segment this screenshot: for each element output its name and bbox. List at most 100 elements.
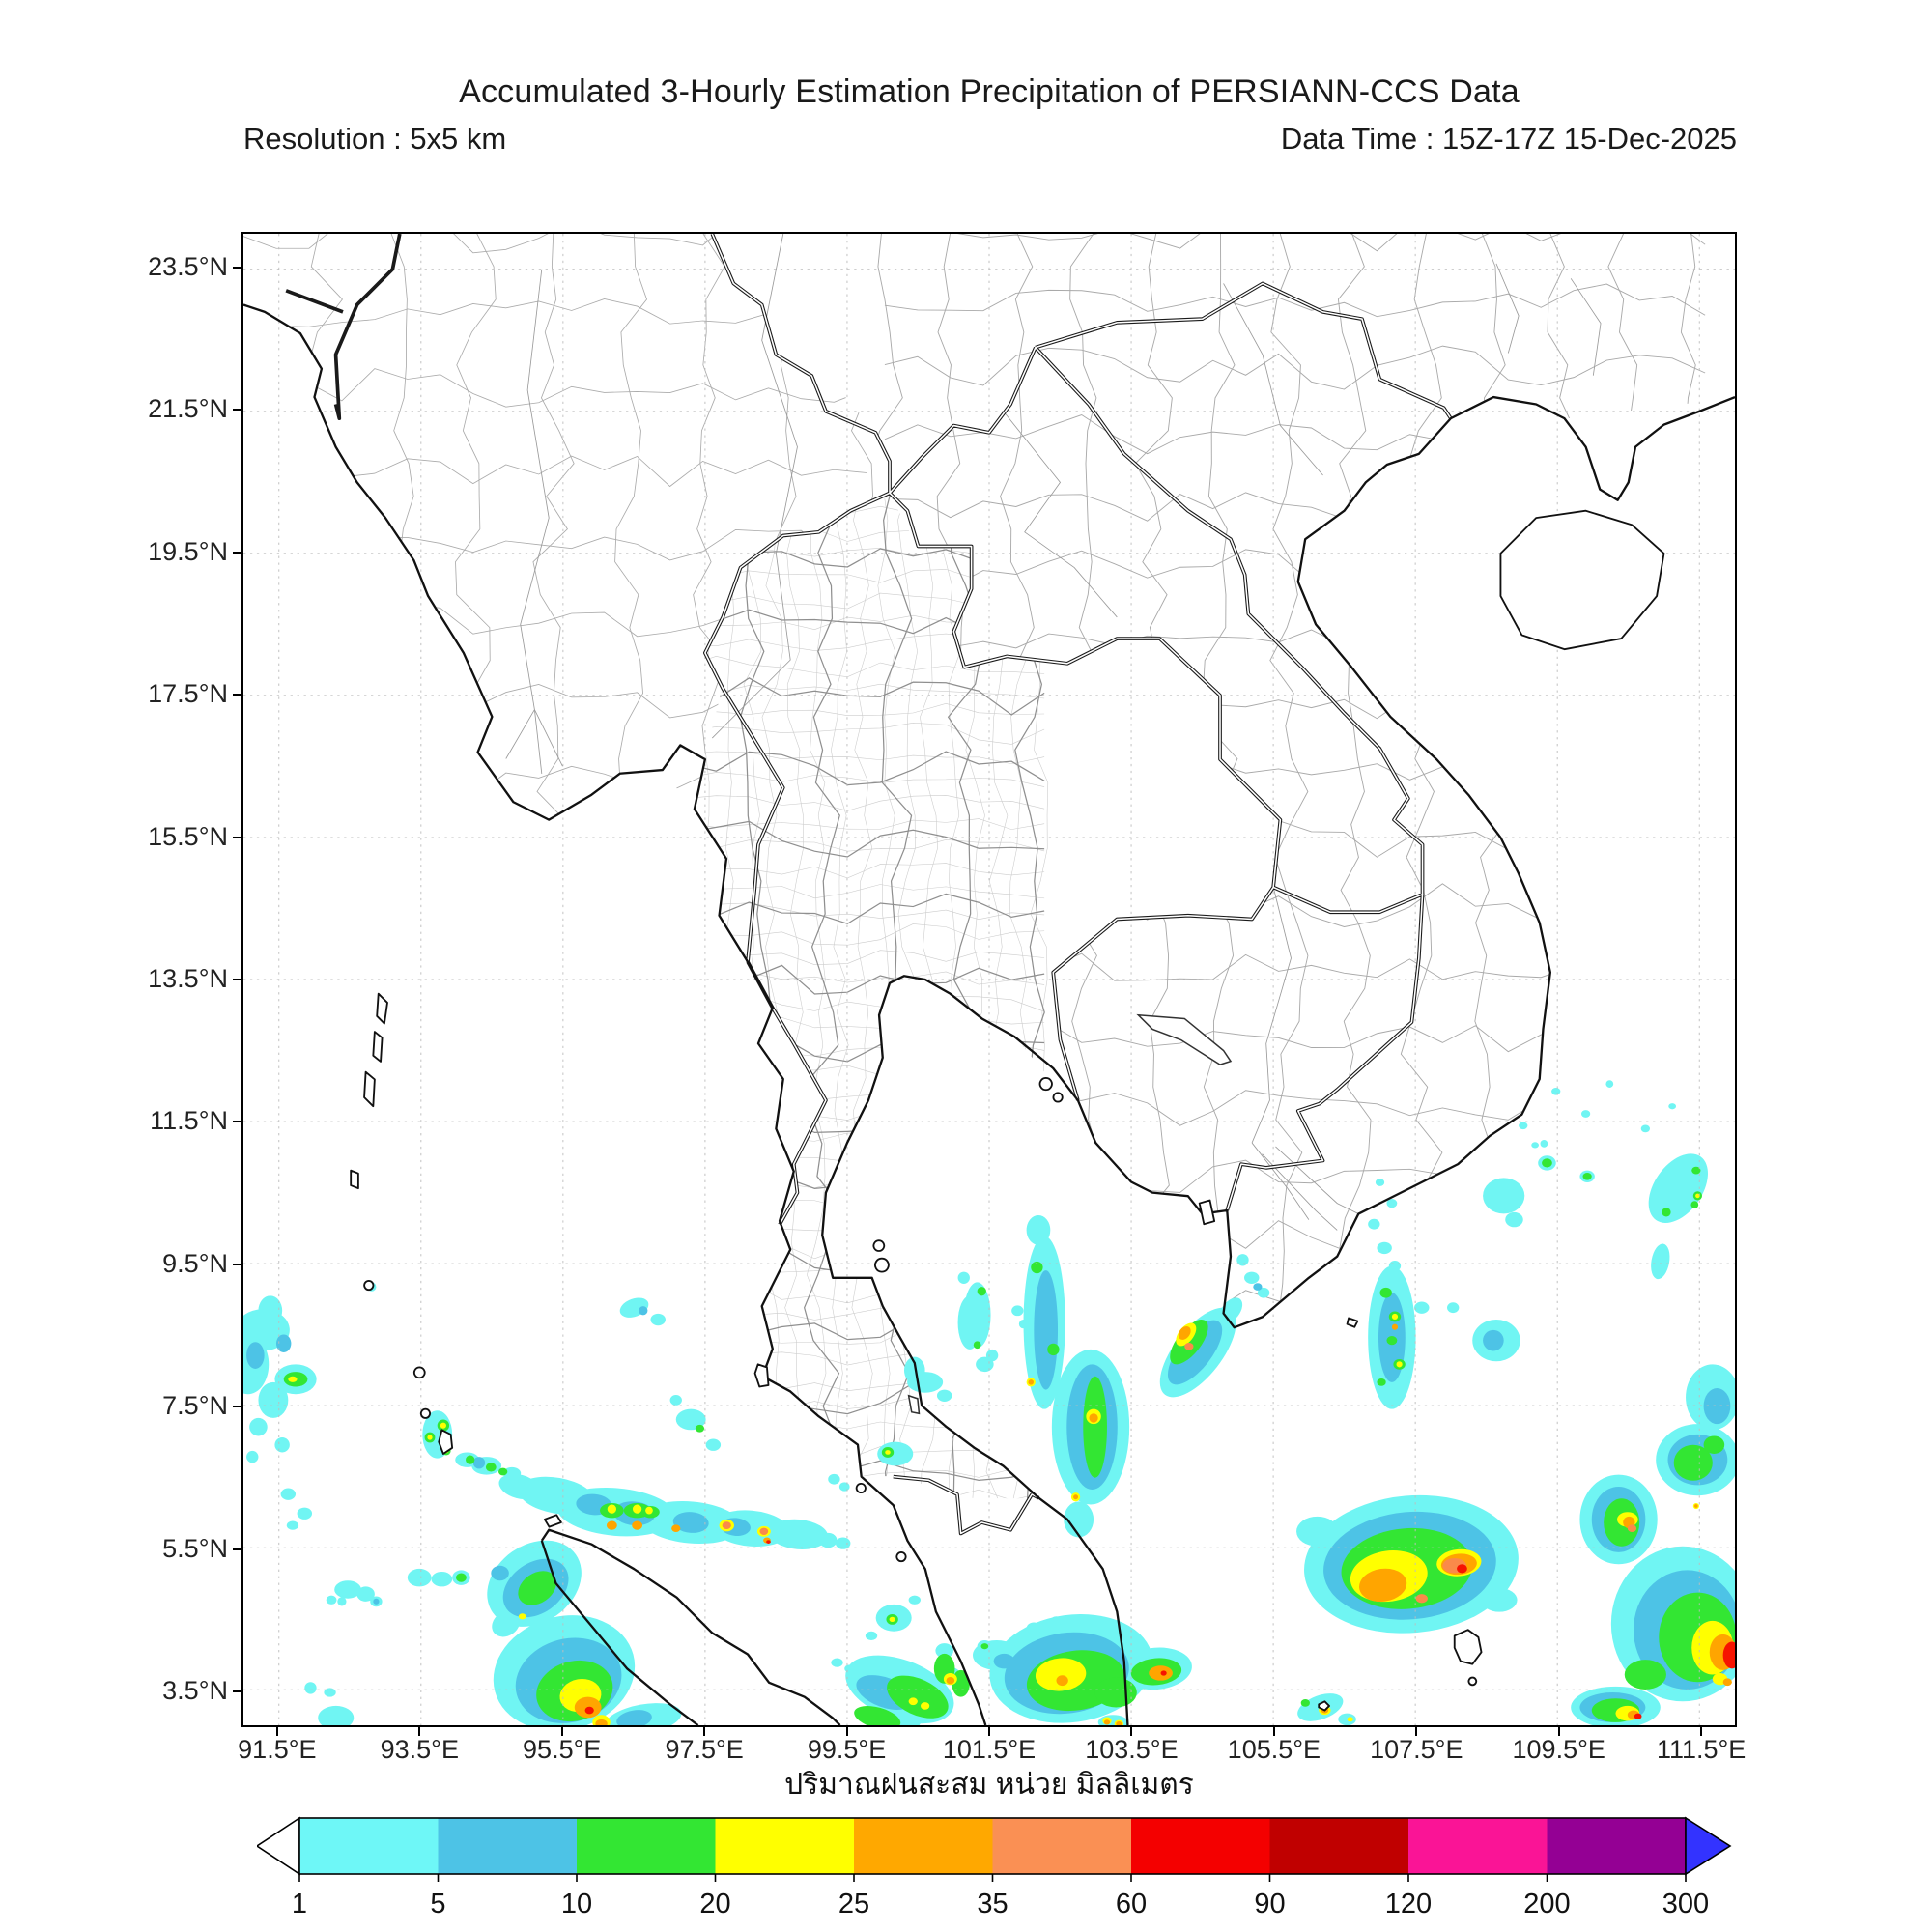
lon-tick-mark: [988, 1727, 990, 1736]
precip-cell: [766, 1540, 771, 1544]
lon-tick-mark: [1700, 1727, 1703, 1736]
precip-cell: [1391, 1313, 1399, 1321]
precip-cell: [885, 1450, 891, 1455]
precipitation-layer: [243, 1080, 1735, 1725]
colorbar-caption-thai: ปริมาณฝนสะสม หน่วย มิลลิเมตร: [784, 1769, 1194, 1801]
precip-cell: [1083, 1376, 1107, 1478]
lat-tick-label: 11.5°N: [150, 1106, 228, 1136]
precip-cell: [946, 1676, 955, 1685]
precip-cell: [1375, 1179, 1385, 1186]
precip-cell: [669, 1395, 682, 1406]
precip-cell: [854, 1706, 901, 1725]
precip-cell: [1050, 1616, 1063, 1626]
lat-tick-label: 15.5°N: [148, 821, 228, 851]
precip-cell: [903, 1356, 925, 1384]
lon-tick-label: 95.5°E: [523, 1735, 602, 1764]
precip-cell: [1668, 1103, 1677, 1110]
lat-tick-label: 13.5°N: [148, 964, 228, 993]
coastline: [243, 303, 1735, 1725]
lat-tick-mark: [233, 694, 242, 696]
precip-cell: [1296, 1516, 1339, 1547]
lat-tick-label: 7.5°N: [162, 1391, 228, 1421]
colorbar-level-label: 10: [561, 1889, 592, 1919]
precip-cell: [1505, 1211, 1523, 1228]
precip-cell: [1447, 1302, 1460, 1314]
precip-cell: [595, 1719, 608, 1725]
precip-cell: [518, 1571, 556, 1605]
precip-cell: [1388, 1261, 1402, 1271]
precip-cell: [304, 1682, 317, 1694]
precip-cell: [337, 1597, 347, 1606]
precip-cell: [258, 1381, 289, 1418]
precip-cell: [973, 1341, 981, 1350]
colorbar-level-label: 120: [1385, 1889, 1432, 1919]
lon-tick-label: 111.5°E: [1656, 1735, 1747, 1764]
precip-cell: [980, 1643, 989, 1650]
lon-tick-label: 99.5°E: [807, 1735, 887, 1764]
colorbar-segment: [299, 1818, 439, 1874]
precip-cell: [326, 1595, 337, 1605]
precip-cell: [1540, 1139, 1548, 1148]
precip-cell: [1640, 1124, 1650, 1133]
lon-tick-mark: [1415, 1727, 1418, 1736]
precip-cell: [1694, 1504, 1698, 1508]
precip-cell: [1031, 1261, 1043, 1274]
precip-cell: [1531, 1142, 1539, 1149]
precip-cell: [1377, 1378, 1386, 1386]
lat-tick-mark: [233, 979, 242, 980]
precip-cell: [492, 1610, 521, 1637]
colorbar-segment: [438, 1818, 577, 1874]
country-borders-inner: [704, 234, 1452, 1535]
precip-cell: [632, 1520, 643, 1530]
precip-cell: [1347, 1717, 1353, 1722]
precip-cell: [606, 1520, 617, 1530]
colorbar-level-label: 5: [430, 1889, 445, 1919]
map-plot-area: [242, 232, 1737, 1727]
precip-cell: [1651, 1243, 1670, 1280]
precip-cell: [258, 1295, 283, 1326]
lat-tick-mark: [233, 1263, 242, 1265]
lat-tick-label: 17.5°N: [148, 679, 228, 709]
precip-cell: [1026, 1622, 1042, 1634]
colorbar-segment: [1547, 1818, 1686, 1874]
precip-cell: [288, 1376, 298, 1382]
precip-cell: [431, 1571, 453, 1587]
lat-tick-label: 5.5°N: [162, 1533, 228, 1563]
precip-cell: [1026, 1214, 1051, 1245]
precip-cell: [889, 1616, 895, 1623]
precip-cell: [1178, 1325, 1191, 1340]
precip-cell: [993, 1653, 1015, 1669]
colorbar-segment: [1408, 1818, 1548, 1874]
precip-cell: [356, 1586, 375, 1602]
precip-cell: [1368, 1218, 1380, 1230]
graticule: [243, 234, 1735, 1725]
precip-cell: [491, 1565, 509, 1581]
precip-cell: [318, 1705, 355, 1725]
precip-cell: [334, 1580, 361, 1599]
precip-cell: [1300, 1698, 1310, 1707]
precip-cell: [1695, 1193, 1700, 1199]
precip-cell: [1035, 1658, 1087, 1691]
precip-cell: [1379, 1287, 1392, 1298]
precip-cell: [1236, 1254, 1249, 1266]
lon-tick-label: 103.5°E: [1085, 1735, 1179, 1764]
lon-tick-mark: [275, 1727, 278, 1736]
precip-cell: [838, 1482, 850, 1492]
precip-cell: [1073, 1494, 1079, 1500]
rivers: [505, 234, 1602, 1231]
precip-cell: [672, 1512, 709, 1533]
precip-cell: [466, 1455, 475, 1464]
lon-tick-label: 109.5°E: [1512, 1735, 1605, 1764]
precip-cell: [249, 1417, 268, 1436]
precip-cell: [920, 1702, 930, 1710]
precip-cell: [1703, 1388, 1731, 1425]
lon-tick-label: 101.5°E: [942, 1735, 1037, 1764]
lon-tick-label: 91.5°E: [238, 1735, 317, 1764]
precip-cell: [1056, 1675, 1068, 1687]
colorbar-over-arrow: [1685, 1816, 1732, 1876]
precip-cell: [1244, 1271, 1260, 1284]
precip-cell: [1028, 1379, 1035, 1385]
precip-cell: [1094, 1677, 1137, 1708]
precip-cell: [518, 1613, 526, 1620]
